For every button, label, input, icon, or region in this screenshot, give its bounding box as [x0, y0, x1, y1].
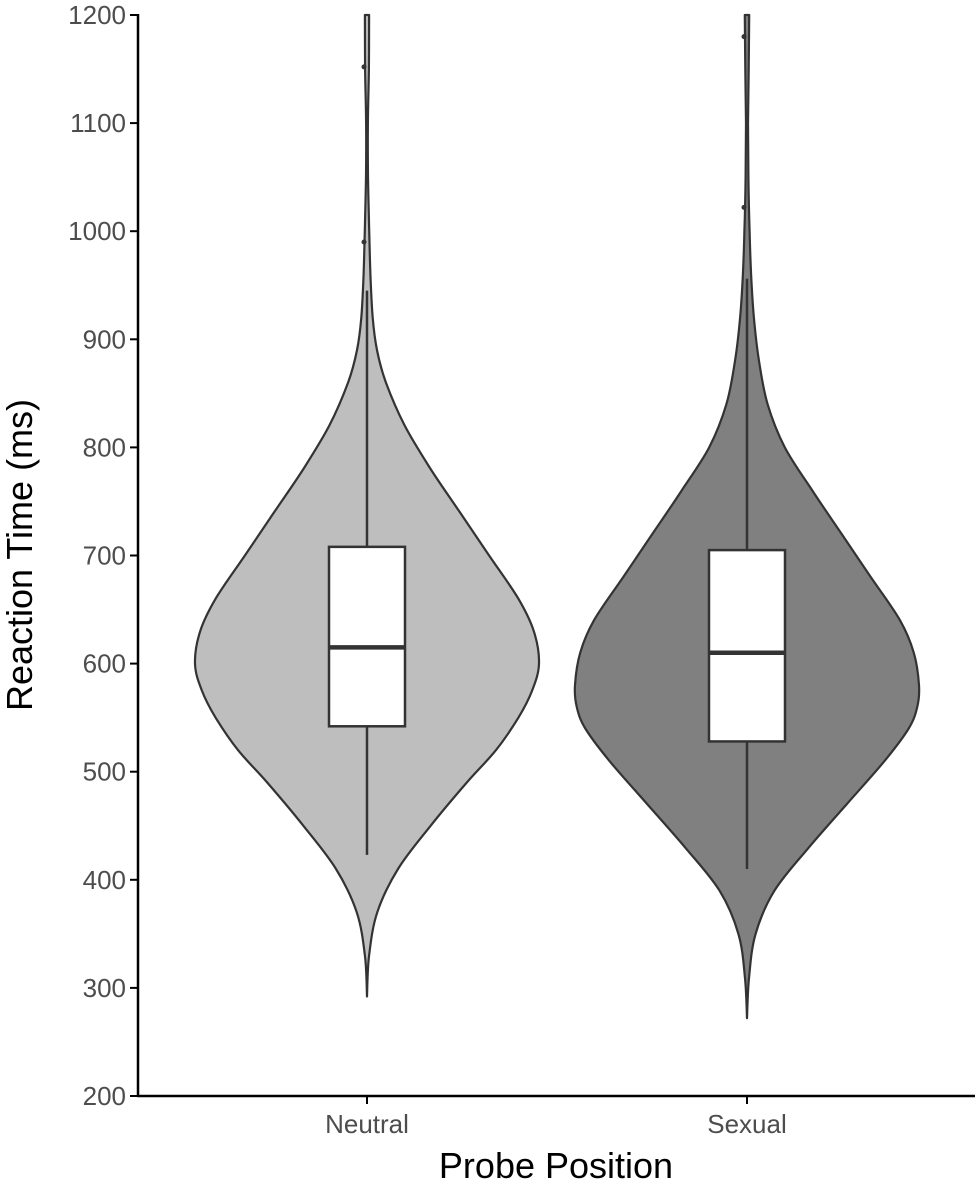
y-tick-label: 500 [83, 757, 126, 787]
y-tick-label: 900 [83, 324, 126, 354]
y-tick-label: 1000 [68, 216, 126, 246]
x-axis-title: Probe Position [439, 1145, 673, 1183]
tick-labels: 200 300 400 500 600 700 800 900 1000 1100 1200 Neut… [68, 0, 787, 1139]
y-tick-label: 1100 [70, 108, 126, 138]
y-tick-label: 400 [83, 865, 126, 895]
violin-group-sexual [573, 13, 921, 1020]
box-iqr [327, 545, 407, 728]
box-iqr [707, 548, 787, 743]
y-tick-label: 300 [83, 973, 126, 1003]
outlier-point [741, 34, 747, 40]
outlier-point [361, 64, 367, 70]
x-tick-label: Neutral [325, 1109, 409, 1139]
violin-group-neutral [193, 13, 541, 998]
y-tick-label: 700 [83, 541, 126, 571]
y-tick-label: 800 [83, 432, 126, 462]
x-tick-label: Sexual [707, 1109, 787, 1139]
y-tick-label: 200 [83, 1081, 126, 1111]
y-tick-label: 600 [83, 649, 126, 679]
y-axis-title: Reaction Time (ms) [0, 399, 40, 711]
outlier-point [741, 204, 747, 210]
plot-area [193, 13, 921, 1020]
y-tick-label: 1200 [68, 0, 126, 30]
outlier-point [361, 239, 367, 245]
